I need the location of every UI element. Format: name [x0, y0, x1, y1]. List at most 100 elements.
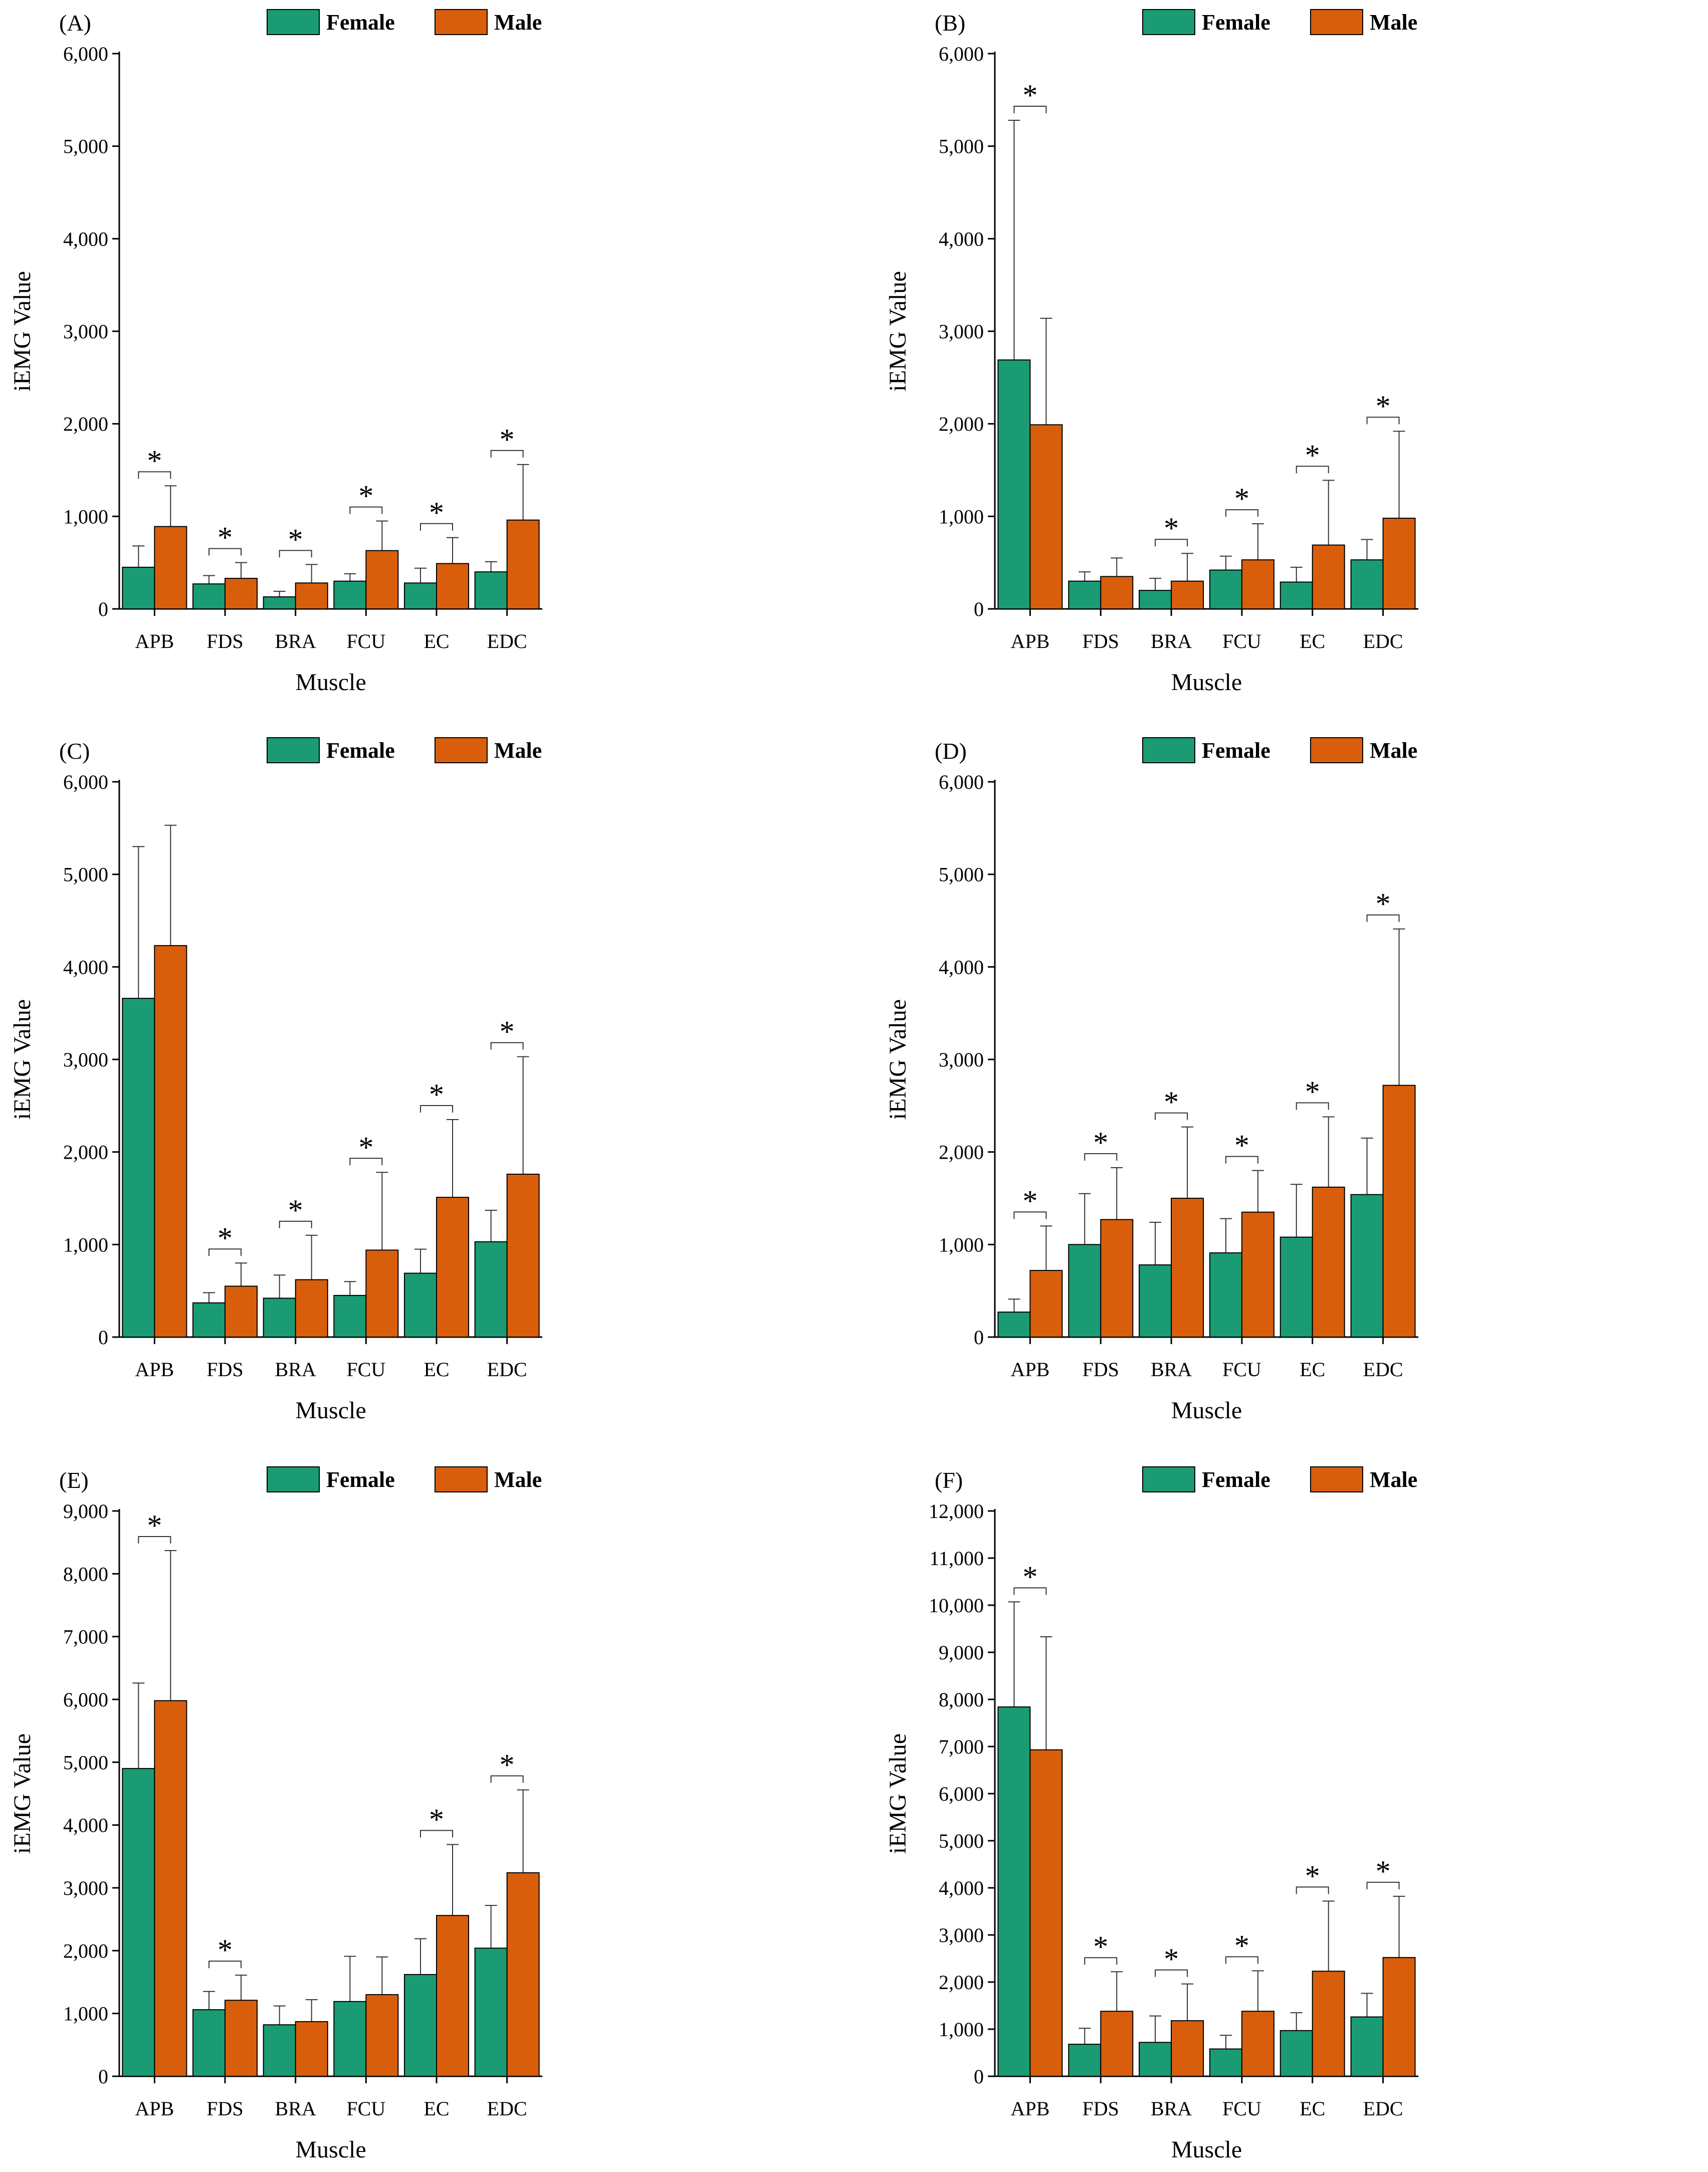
significance-star-fcu: *	[358, 480, 373, 513]
bar-male-apb	[1029, 1270, 1063, 1338]
bar-female-bra	[263, 2024, 296, 2077]
y-tick-label: 4,000	[63, 228, 108, 250]
significance-star-fds: *	[218, 1221, 233, 1254]
bar-male-bra	[1171, 1198, 1204, 1338]
bar-female-ec	[1279, 581, 1313, 609]
x-tick-label-bra: BRA	[275, 2097, 316, 2120]
bar-female-fds	[192, 1302, 226, 1338]
x-tick-label-bra: BRA	[275, 1358, 316, 1381]
y-axis-title: iEMG Value	[885, 271, 911, 391]
y-tick-label: 2,000	[939, 1141, 984, 1164]
bar-female-apb	[122, 1768, 155, 2077]
y-tick-label: 5,000	[63, 135, 108, 158]
y-tick-label: 9,000	[63, 1500, 108, 1523]
bar-male-bra	[295, 582, 328, 609]
legend-swatch-male	[1310, 9, 1363, 35]
x-tick-label-edc: EDC	[487, 1358, 527, 1381]
x-tick-label-ec: EC	[423, 630, 449, 653]
legend-label-male: Male	[494, 1467, 542, 1492]
y-tick-label: 4,000	[63, 956, 108, 978]
legend-swatch-female	[1142, 9, 1195, 35]
legend-swatch-female	[1142, 1466, 1195, 1492]
bar-female-fcu	[1209, 569, 1242, 609]
bar-female-bra	[263, 1297, 296, 1338]
legend-swatch-female	[1142, 737, 1195, 763]
significance-bracket-fds	[1084, 1153, 1118, 1161]
significance-star-apb: *	[1022, 79, 1037, 112]
significance-bracket-ec	[420, 1830, 453, 1838]
legend-label-male: Male	[494, 10, 542, 35]
bar-male-bra	[1171, 580, 1204, 609]
x-tick-label-fcu: FCU	[1222, 1358, 1261, 1381]
bar-female-ec	[404, 1272, 437, 1338]
bar-female-fds	[1068, 580, 1102, 609]
y-tick-label: 6,000	[939, 771, 984, 793]
significance-bracket-bra	[1155, 1112, 1188, 1120]
y-tick-label: 1,000	[939, 1233, 984, 1256]
bar-female-fcu	[333, 2001, 367, 2077]
y-tick-label: 3,000	[63, 1877, 108, 1899]
significance-bracket-edc	[1366, 416, 1400, 424]
bar-female-fds	[1068, 1244, 1102, 1338]
bar-male-bra	[295, 1279, 328, 1338]
bar-male-edc	[506, 1173, 540, 1338]
y-tick-label: 3,000	[939, 1048, 984, 1071]
significance-star-edc: *	[500, 423, 515, 456]
bar-male-ec	[1312, 1971, 1345, 2077]
x-axis-title: Muscle	[1171, 1397, 1242, 1424]
significance-star-fds: *	[218, 521, 233, 554]
bar-male-apb	[154, 945, 187, 1338]
x-tick-label-bra: BRA	[1151, 2097, 1192, 2120]
bar-male-fcu	[1241, 1211, 1274, 1338]
significance-bracket-fds	[208, 1961, 242, 1969]
panel-label: (F)	[935, 1467, 963, 1493]
y-tick-label: 5,000	[939, 863, 984, 886]
legend-label-female: Female	[326, 1467, 395, 1492]
x-tick-label-apb: APB	[1011, 2097, 1050, 2120]
y-tick-label: 3,000	[939, 1924, 984, 1946]
y-axis-title: iEMG Value	[9, 271, 36, 391]
y-tick-label: 0	[98, 2065, 108, 2088]
significance-star-fcu: *	[1234, 1929, 1249, 1962]
chart-panel-b: (B) Female Male 0 1,000 2,000 3,000 4,000 5,000 6…	[885, 9, 1418, 696]
bar-female-edc	[474, 571, 508, 609]
bar-female-apb	[997, 1706, 1031, 2077]
x-tick-label-apb: APB	[135, 2097, 174, 2120]
y-tick-label: 8,000	[63, 1563, 108, 1585]
y-tick-label: 2,000	[939, 1971, 984, 1994]
chart-panel-e: (E) Female Male 0 1,000 2,000 3,000 4,000 5,000 6…	[9, 1466, 542, 2163]
x-tick-label-ec: EC	[1300, 1358, 1325, 1381]
x-axis-title: Muscle	[295, 1397, 366, 1424]
y-tick-label: 5,000	[63, 1751, 108, 1774]
significance-bracket-ec	[1296, 466, 1329, 474]
bar-male-apb	[154, 1700, 187, 2077]
significance-bracket-fds	[208, 548, 242, 556]
significance-star-fcu: *	[1234, 1129, 1249, 1162]
bar-female-fcu	[1209, 1252, 1242, 1338]
significance-bracket-bra	[279, 1220, 312, 1228]
x-axis-title: Muscle	[295, 2136, 366, 2163]
bar-male-ec	[436, 1197, 469, 1338]
bar-male-edc	[1382, 1957, 1416, 2077]
legend-label-male: Male	[1370, 10, 1417, 35]
panel-label: (D)	[935, 738, 967, 764]
y-axis-title: iEMG Value	[9, 1733, 36, 1854]
significance-star-apb: *	[1022, 1184, 1037, 1217]
significance-star-bra: *	[288, 523, 303, 556]
significance-bracket-fds	[1084, 1957, 1118, 1965]
y-tick-label: 3,000	[939, 320, 984, 343]
legend-label-female: Female	[1202, 10, 1270, 35]
y-tick-label: 4,000	[939, 1877, 984, 1899]
significance-bracket-fcu	[1225, 1156, 1258, 1164]
bar-male-fds	[1100, 2011, 1134, 2077]
x-tick-label-apb: APB	[135, 1358, 174, 1381]
chart-panel-a: (A) Female Male 0 1,000 2,000 3,000 4,000 5,000 6…	[9, 9, 542, 696]
bar-male-edc	[506, 1872, 540, 2077]
bar-female-apb	[122, 998, 155, 1338]
legend-swatch-female	[267, 1466, 320, 1492]
bar-male-fds	[1100, 576, 1134, 610]
bar-female-fds	[1068, 2044, 1102, 2077]
x-tick-label-ec: EC	[423, 2097, 449, 2120]
significance-star-bra: *	[1164, 1085, 1179, 1119]
significance-bracket-apb	[1013, 105, 1047, 113]
